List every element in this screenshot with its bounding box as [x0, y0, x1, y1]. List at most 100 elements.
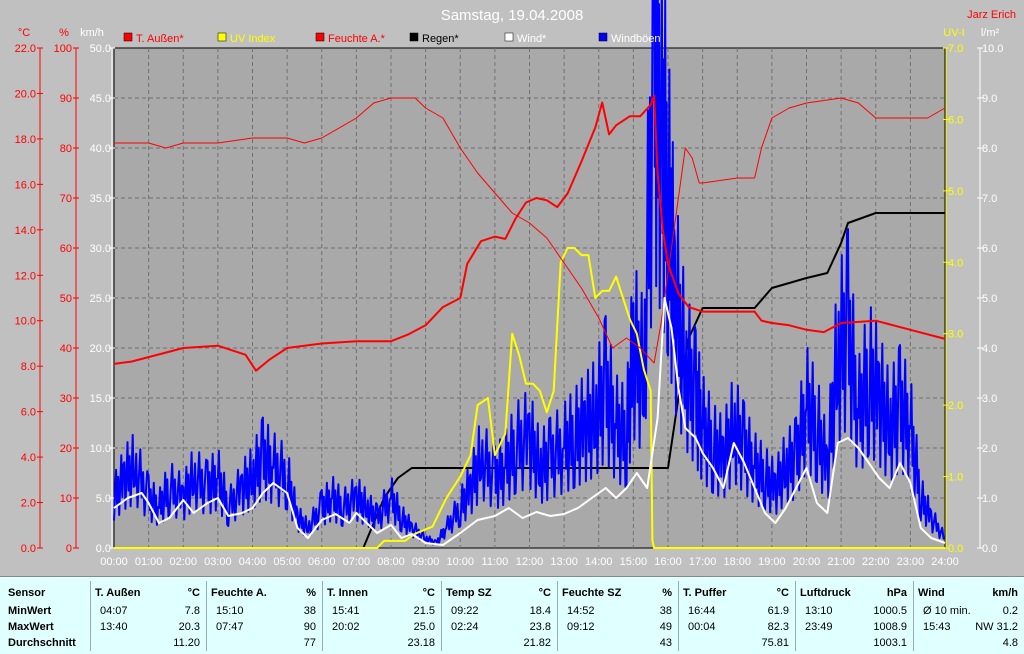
y-tick-label-rain: 7.0: [982, 193, 997, 205]
stats-column: T. Innen °C 15:41 21.5 20:02 25.0 23.18: [322, 577, 441, 654]
stats-time: 14:52: [567, 605, 595, 617]
y-tick-label-uv: 6.0: [948, 114, 963, 126]
stats-column: Wind km/h Ø 10 min. 0.2 15:43 NW 31.2 4.8: [913, 577, 1024, 654]
stats-unit: %: [306, 587, 316, 599]
stats-value: 61.9: [767, 605, 789, 617]
column-separator: [441, 581, 442, 651]
stats-value: 0.2: [1002, 605, 1018, 617]
stats-time: 09:22: [451, 605, 479, 617]
x-tick-label: 09:00: [412, 556, 440, 568]
stats-header: T. Puffer: [683, 587, 727, 599]
y-tick-label-rain: 2.0: [982, 443, 997, 455]
stats-header: Sensor: [8, 587, 46, 599]
y-tick-label-wind: 10.0: [90, 443, 111, 455]
y-tick-label-uv: 4.0: [948, 257, 963, 269]
stats-value: 18.4: [529, 605, 551, 617]
y-tick-label-temp: 0.0: [21, 543, 36, 555]
x-tick-label: 04:00: [239, 556, 267, 568]
stats-column: Luftdruck hPa 13:10 1000.5 23:49 1008.9 1003.1: [795, 577, 913, 654]
x-tick-label: 14:00: [585, 556, 613, 568]
y-tick-label-uv: 5.0: [948, 186, 963, 198]
column-separator: [913, 581, 914, 651]
x-tick-label: 19:00: [758, 556, 786, 568]
y-tick-label-wind: 0.0: [96, 543, 111, 555]
x-tick-label: 17:00: [689, 556, 717, 568]
x-tick-label: 07:00: [343, 556, 371, 568]
series-line-uv: [114, 247, 945, 549]
stats-header: Luftdruck: [800, 587, 851, 599]
series-line-rain: [114, 212, 945, 549]
y-tick-label-uv: 1.0: [948, 472, 963, 484]
y-tick-label-wind: 5.0: [96, 493, 111, 505]
y-axis-unit-uv: UV-I: [943, 27, 964, 39]
stats-time: 04:07: [100, 605, 128, 617]
series-line-humidity: [114, 97, 946, 364]
y-tick-label-humidity: 90: [60, 93, 72, 105]
axes: 00:00 01:00 02:00 03:00 04:00 05:00 06:00 07:00…: [15, 27, 1004, 568]
series-line-wind: [113, 0, 946, 546]
y-tick-label-rain: 1.0: [982, 493, 997, 505]
column-separator: [795, 581, 796, 651]
stats-column: T. Außen °C 04:07 7.8 13:40 20.3 11.20: [90, 577, 206, 654]
legend-label-uv: UV Index: [230, 33, 276, 45]
x-tick-label: 20:00: [793, 556, 821, 568]
stats-value: 43: [659, 637, 672, 649]
weather-chart: 00:00 01:00 02:00 03:00 04:00 05:00 06:00 07:00…: [15, 0, 1016, 568]
y-tick-label-humidity: 10: [60, 493, 72, 505]
x-tick-label: 05:00: [273, 556, 301, 568]
y-tick-label-rain: 5.0: [982, 293, 997, 305]
legend-label-humidity: Feuchte A.*: [328, 33, 386, 45]
stats-header: Temp SZ: [446, 587, 492, 599]
stats-value: NW 31.2: [975, 621, 1018, 633]
column-separator: [90, 581, 91, 651]
stats-column: Temp SZ °C 09:22 18.4 02:24 23.8 21.82: [441, 577, 557, 654]
x-tick-label: 22:00: [862, 556, 890, 568]
stats-value: 7.8: [184, 605, 200, 617]
stats-column: Feuchte SZ% 14:52 38 09:12 49 43: [557, 577, 678, 654]
y-tick-label-uv: 2.0: [948, 400, 963, 412]
stats-value: 1008.9: [873, 621, 907, 633]
stats-row-label: Durchschnitt: [8, 637, 76, 649]
stats-header: Wind: [918, 587, 945, 599]
stats-unit: °C: [776, 587, 789, 599]
stats-header: T. Innen: [327, 587, 368, 599]
legend-swatch-humidity: [315, 32, 325, 42]
stats-value: 4.8: [1002, 637, 1018, 649]
column-separator: [557, 581, 558, 651]
y-tick-label-humidity: 20: [60, 443, 72, 455]
stats-value: 20.3: [178, 621, 200, 633]
stats-time: 00:04: [688, 621, 716, 633]
stats-column: T. Puffer °C 16:44 61.9 00:04 82.3 75.81: [678, 577, 795, 654]
stats-unit: km/h: [992, 587, 1018, 599]
y-tick-label-wind: 50.0: [90, 43, 111, 55]
x-tick-label: 13:00: [550, 556, 578, 568]
stats-value: 90: [303, 621, 316, 633]
stats-time: 23:49: [805, 621, 833, 633]
stats-value: 38: [659, 605, 672, 617]
y-tick-label-wind: 40.0: [90, 143, 111, 155]
y-tick-label-rain: 4.0: [982, 343, 997, 355]
stats-unit: °C: [538, 587, 551, 599]
y-tick-label-temp: 20.0: [15, 88, 36, 100]
stats-column: Sensor MinWert MaxWert Durchschnitt: [0, 577, 90, 654]
stats-time: 15:41: [332, 605, 360, 617]
x-tick-label: 15:00: [620, 556, 648, 568]
legend-swatch-gusts: [598, 32, 608, 42]
y-tick-label-rain: 3.0: [982, 393, 997, 405]
stats-value: 38: [303, 605, 316, 617]
stats-value: 49: [659, 621, 672, 633]
x-tick-label: 16:00: [654, 556, 682, 568]
stats-time: 16:44: [688, 605, 716, 617]
y-tick-label-wind: 30.0: [90, 243, 111, 255]
x-tick-label: 03:00: [204, 556, 232, 568]
legend-swatch-wind: [504, 32, 514, 42]
y-tick-label-temp: 18.0: [15, 134, 36, 146]
stats-value: 21.82: [523, 637, 551, 649]
stats-value: 75.81: [761, 637, 789, 649]
y-tick-label-wind: 25.0: [90, 293, 111, 305]
x-tick-label: 00:00: [100, 556, 128, 568]
stats-row-label: MaxWert: [8, 621, 54, 633]
y-tick-label-temp: 8.0: [21, 361, 36, 373]
stats-value: 11.20: [173, 637, 200, 649]
y-tick-label-rain: 10.0: [982, 43, 1003, 55]
